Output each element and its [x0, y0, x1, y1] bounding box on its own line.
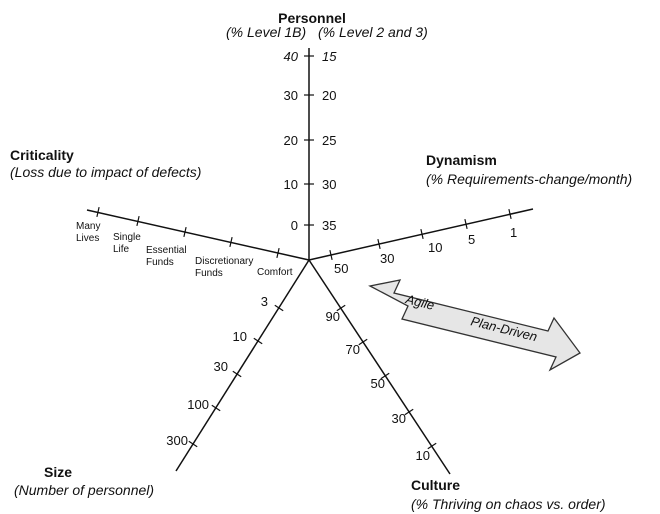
culture-tick [427, 442, 437, 450]
personnel-axis: Personnel (% Level 1B) (% Level 2 and 3)… [226, 10, 428, 260]
personnel-left-tick-label: 30 [284, 88, 298, 103]
criticality-tick-label-line1: Discretionary [195, 256, 253, 267]
criticality-tick-label-line1: Essential [146, 245, 187, 256]
personnel-right-tick-label: 35 [322, 218, 336, 233]
criticality-title: Criticality [10, 147, 74, 163]
size-tick [253, 337, 263, 345]
size-tick [211, 404, 221, 412]
personnel-left-tick-label: 20 [284, 133, 298, 148]
culture-axis-line [308, 259, 451, 475]
dynamism-tick [377, 238, 381, 250]
criticality-axis: Criticality (Loss due to impact of defec… [10, 147, 310, 279]
criticality-tick [276, 247, 280, 259]
criticality-tick [229, 236, 233, 248]
size-tick-label: 100 [187, 397, 209, 412]
personnel-subtitle-left: (% Level 1B) [226, 24, 306, 40]
size-tick [232, 370, 242, 378]
criticality-tick-label-line2: Funds [195, 268, 223, 279]
size-tick-label: 10 [233, 329, 247, 344]
size-ticks: 3 10 30 100 300 [166, 294, 284, 448]
dynamism-subtitle-suffix: change/month) [539, 171, 632, 187]
dynamism-tick-label: 30 [380, 251, 394, 266]
criticality-tick-label-line1: Many [76, 221, 100, 232]
culture-tick-label: 70 [346, 342, 360, 357]
dynamism-subtitle-prefix: (% Requirements- [426, 171, 539, 187]
culture-subtitle: (% Thriving on chaos vs. order) [411, 496, 606, 512]
dynamism-tick-label: 50 [334, 261, 348, 276]
criticality-tick-label-line1: Comfort [257, 267, 293, 278]
size-tick-label: 30 [214, 359, 228, 374]
culture-tick-label: 90 [326, 309, 340, 324]
size-axis-line [175, 259, 310, 472]
dynamism-axis: Dynamism (% Requirements-change/month) 5… [308, 152, 632, 276]
agile-plan-driven-arrow: Agile Plan-Driven [368, 279, 581, 372]
culture-axis: Culture (% Thriving on chaos vs. order) … [308, 259, 606, 512]
personnel-right-tick-label: 30 [322, 177, 336, 192]
dynamism-tick-label: 1 [510, 225, 517, 240]
culture-tick [380, 372, 390, 380]
size-tick-label: 300 [166, 433, 188, 448]
size-title: Size [44, 464, 72, 480]
criticality-tick-label-line2: Lives [76, 233, 99, 244]
culture-tick [404, 408, 414, 416]
dynamism-tick [420, 228, 424, 240]
personnel-right-tick-label: 20 [322, 88, 336, 103]
culture-title: Culture [411, 477, 460, 493]
dynamism-subtitle: (% Requirements-change/month) [426, 171, 632, 187]
size-subtitle: (Number of personnel) [14, 482, 154, 498]
culture-tick [358, 338, 368, 346]
personnel-left-tick-label: 40 [284, 49, 299, 64]
culture-tick [336, 304, 346, 312]
size-axis: Size (Number of personnel) 3 10 30 100 300 [14, 259, 310, 498]
dynamism-ticks: 50 30 10 5 1 [329, 208, 517, 276]
personnel-subtitle-right: (% Level 2 and 3) [318, 24, 428, 40]
culture-tick-label: 30 [392, 411, 406, 426]
criticality-tick [136, 215, 140, 227]
personnel-left-tick-label: 10 [284, 177, 298, 192]
dynamism-tick [508, 208, 512, 220]
culture-tick-label: 10 [416, 448, 430, 463]
criticality-tick-label-line2: Life [113, 244, 130, 255]
criticality-axis-line [86, 209, 310, 261]
size-tick-label: 3 [261, 294, 268, 309]
dynamism-tick [464, 218, 468, 230]
size-tick [188, 440, 198, 448]
personnel-title: Personnel [278, 10, 346, 26]
culture-tick-label: 50 [371, 376, 385, 391]
criticality-tick-label-line2: Funds [146, 257, 174, 268]
double-arrow-shape [368, 279, 581, 372]
dynamism-tick [329, 249, 333, 261]
personnel-left-tick-label: 0 [291, 218, 298, 233]
criticality-tick-label-line1: Single [113, 232, 141, 243]
dynamism-tick-label: 10 [428, 240, 442, 255]
culture-ticks: 90 70 50 30 10 [326, 304, 437, 463]
dynamism-title: Dynamism [426, 152, 497, 168]
personnel-right-tick-label: 15 [322, 49, 337, 64]
size-tick [274, 304, 284, 312]
dynamism-axis-line [308, 208, 534, 261]
arrow-label-agile: Agile [403, 291, 436, 313]
criticality-tick [183, 226, 187, 238]
personnel-right-tick-label: 25 [322, 133, 336, 148]
criticality-subtitle: (Loss due to impact of defects) [10, 164, 201, 180]
personnel-ticks: 40 15 30 20 20 25 10 30 0 35 [284, 49, 338, 233]
criticality-tick [96, 206, 100, 218]
dynamism-tick-label: 5 [468, 232, 475, 247]
